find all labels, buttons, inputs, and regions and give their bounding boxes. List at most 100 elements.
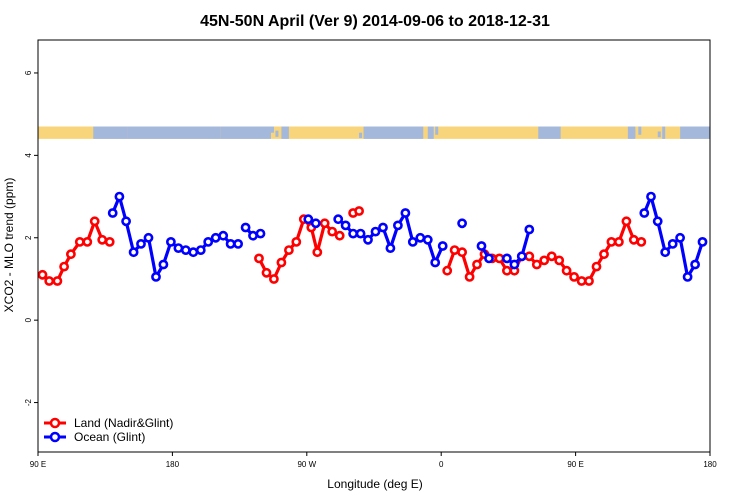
series-0-point-50 bbox=[636, 236, 647, 247]
series-1-point-44 bbox=[524, 224, 535, 235]
series-1-point-39 bbox=[476, 241, 487, 251]
series-0-point-9 bbox=[104, 236, 115, 247]
y-tick-label-1: 0 bbox=[24, 317, 33, 322]
series-1 bbox=[107, 191, 708, 282]
series-1-point-11 bbox=[188, 247, 199, 258]
series-1-point-12 bbox=[195, 245, 206, 255]
series-1-point-2 bbox=[121, 216, 131, 227]
series-1-point-53 bbox=[697, 236, 708, 247]
series-0-point-41 bbox=[569, 271, 579, 282]
series-1-point-17 bbox=[233, 238, 243, 249]
series-1-point-36 bbox=[430, 257, 441, 268]
series-0-point-23 bbox=[354, 206, 364, 216]
series-0-point-20 bbox=[327, 226, 338, 237]
x-axis-label: Longitude (deg E) bbox=[327, 477, 422, 491]
series-1-point-29 bbox=[378, 222, 388, 233]
series-1-point-5 bbox=[143, 232, 154, 243]
strip-ocean-0 bbox=[93, 126, 128, 139]
series-1-point-1 bbox=[114, 191, 125, 202]
series-0-point-14 bbox=[283, 245, 294, 255]
series-1-point-30 bbox=[385, 243, 396, 253]
series-0-point-13 bbox=[276, 257, 287, 268]
series-1-point-20 bbox=[255, 228, 266, 239]
series-0-point-45 bbox=[599, 249, 609, 260]
strip-ocean-6 bbox=[538, 126, 561, 139]
series-0-point-19 bbox=[319, 218, 330, 229]
series-1-point-21 bbox=[303, 214, 314, 225]
series-0-point-12 bbox=[268, 274, 279, 284]
series-0-point-3 bbox=[59, 261, 69, 272]
series-0-line-0 bbox=[41, 219, 111, 283]
y-tick-label-2: 2 bbox=[24, 235, 33, 240]
strip-ocean-2 bbox=[220, 126, 271, 139]
series-1-point-8 bbox=[165, 236, 176, 247]
series-1-point-7 bbox=[158, 259, 169, 270]
strip-ocean-8 bbox=[662, 126, 666, 139]
series-0-point-44 bbox=[591, 261, 602, 272]
strip-coast-0 bbox=[100, 129, 104, 138]
strip-ocean-1 bbox=[127, 126, 221, 139]
y-axis-label: XCO2 - MLO trend (ppm) bbox=[2, 178, 16, 313]
x-tick-label-0: 90 E bbox=[30, 460, 46, 469]
strip-coast-9 bbox=[638, 126, 642, 135]
series-0-point-49 bbox=[628, 234, 639, 245]
series-0-point-1 bbox=[44, 276, 55, 286]
strip-coast-8 bbox=[632, 129, 636, 137]
series-1-point-18 bbox=[240, 222, 251, 233]
series-1-point-19 bbox=[248, 230, 258, 241]
series-1-point-43 bbox=[516, 251, 527, 262]
series-0-point-5 bbox=[74, 236, 85, 247]
series-0-point-2 bbox=[52, 276, 63, 286]
series-0-point-8 bbox=[97, 234, 108, 245]
series-1-point-3 bbox=[128, 247, 139, 258]
series-1-point-14 bbox=[210, 232, 221, 243]
strip-coast-5 bbox=[378, 129, 382, 135]
series-0-point-15 bbox=[291, 236, 302, 247]
series-0-point-6 bbox=[82, 236, 93, 247]
series-1-point-42 bbox=[509, 259, 520, 270]
y-tick-label-4: 6 bbox=[24, 70, 33, 75]
series-1-point-25 bbox=[348, 228, 358, 239]
strip-ocean-9 bbox=[680, 126, 710, 139]
series-0-point-47 bbox=[614, 236, 624, 247]
legend-land-label: Land (Nadir&Glint) bbox=[74, 416, 173, 430]
series-1-point-31 bbox=[392, 220, 403, 231]
series-1-point-26 bbox=[355, 228, 366, 239]
series-layer bbox=[37, 191, 708, 286]
series-1-point-32 bbox=[400, 208, 411, 218]
plot-frame bbox=[37, 39, 711, 453]
series-0-point-24 bbox=[442, 265, 453, 276]
series-1-point-13 bbox=[203, 236, 214, 247]
legend-land-marker bbox=[49, 417, 61, 429]
strip-coast-7 bbox=[435, 126, 439, 135]
series-1-point-10 bbox=[180, 245, 191, 255]
series-0-point-46 bbox=[606, 236, 617, 247]
series-1-point-50 bbox=[675, 232, 685, 243]
series-0-line-3 bbox=[445, 219, 642, 283]
series-1-point-52 bbox=[690, 259, 700, 270]
series-1-point-24 bbox=[340, 220, 351, 231]
strip-coast-2 bbox=[270, 126, 274, 133]
legend-ocean-marker bbox=[49, 431, 61, 443]
series-1-point-16 bbox=[225, 238, 236, 249]
series-1-point-49 bbox=[667, 238, 678, 249]
legend: Land (Nadir&Glint) Ocean (Glint) bbox=[44, 416, 173, 444]
series-0-point-0 bbox=[37, 269, 48, 280]
series-0-point-40 bbox=[561, 265, 572, 276]
x-tick-label-3: 0 bbox=[439, 460, 444, 469]
series-1-point-0 bbox=[107, 208, 118, 218]
series-1-point-23 bbox=[333, 214, 344, 225]
strip-ocean-4 bbox=[363, 126, 424, 139]
x-tick-label-4: 90 E bbox=[567, 460, 583, 469]
series-0-point-48 bbox=[621, 216, 632, 227]
series-0-point-43 bbox=[584, 276, 594, 286]
series-1-point-9 bbox=[173, 243, 184, 253]
land-ocean-strip bbox=[38, 126, 710, 139]
series-0-point-27 bbox=[464, 271, 475, 282]
series-1-point-37 bbox=[437, 241, 448, 251]
series-0-point-32 bbox=[501, 265, 512, 276]
x-tick-label-5: 180 bbox=[703, 460, 717, 469]
series-1-point-41 bbox=[501, 253, 512, 264]
series-1-point-47 bbox=[652, 216, 663, 227]
